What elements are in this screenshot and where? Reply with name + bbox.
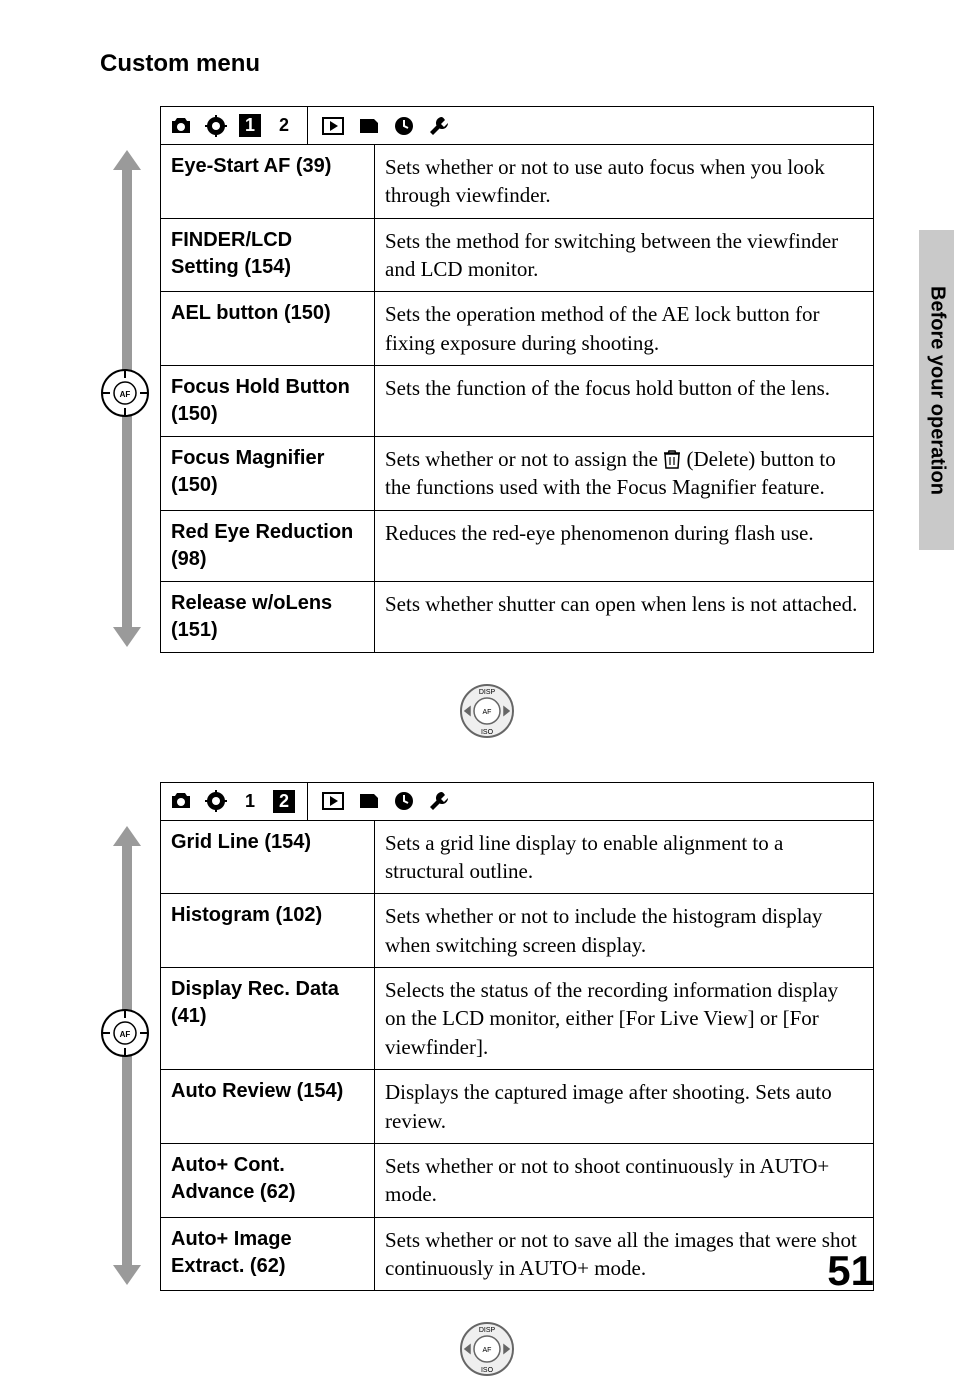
gear-icon [205, 115, 227, 137]
table-row: Display Rec. Data (41)Selects the status… [161, 968, 874, 1070]
table-row: FINDER/LCD Setting (154)Sets the method … [161, 218, 874, 292]
menu-item-description: Sets whether or not to shoot continuousl… [375, 1143, 874, 1217]
menu-item-label: Auto Review (154) [161, 1070, 375, 1144]
tab-page-1[interactable]: 1 [239, 790, 261, 813]
table-row: Focus Hold Button (150)Sets the function… [161, 366, 874, 437]
wrench-icon [428, 790, 450, 812]
play-icon [322, 117, 344, 135]
menu-tab-bar-2: 1 2 [160, 782, 874, 820]
menu-item-description: Sets whether shutter can open when lens … [375, 581, 874, 652]
table-row: Focus Magnifier (150)Sets whether or not… [161, 437, 874, 511]
memory-card-icon [358, 792, 380, 810]
arrow-down-icon [113, 627, 141, 647]
clock-icon [394, 116, 414, 136]
table-row: Eye-Start AF (39)Sets whether or not to … [161, 145, 874, 219]
table-row: Auto Review (154)Displays the captured i… [161, 1070, 874, 1144]
custom-menu-page-1: 1 2 AF [100, 106, 874, 653]
menu-item-label: Release w/oLens (151) [161, 581, 375, 652]
menu-item-description: Selects the status of the recording info… [375, 968, 874, 1070]
menu-item-description: Sets the function of the focus hold butt… [375, 366, 874, 437]
arrow-up-icon [113, 826, 141, 846]
menu-item-label: Focus Magnifier (150) [161, 437, 375, 511]
clock-icon [394, 791, 414, 811]
menu-item-description: Reduces the red-eye phenomenon during fl… [375, 510, 874, 581]
tab-page-2[interactable]: 2 [273, 114, 295, 137]
table-row: Auto+ Image Extract. (62)Sets whether or… [161, 1217, 874, 1291]
center-dial-icon: AF DISP ISO [100, 1321, 874, 1382]
table-row: Grid Line (154)Sets a grid line display … [161, 820, 874, 894]
control-dial-icon: AF [100, 368, 150, 418]
menu-item-description: Sets whether or not to include the histo… [375, 894, 874, 968]
menu-item-description: Sets the method for switching between th… [375, 218, 874, 292]
camera-icon [169, 791, 193, 811]
scroll-arrow-column: AF [100, 820, 160, 1291]
svg-text:DISP: DISP [479, 1327, 496, 1334]
menu-item-label: AEL button (150) [161, 292, 375, 366]
camera-icon [169, 116, 193, 136]
side-tab-label: Before your operation [926, 286, 949, 495]
svg-text:ISO: ISO [481, 1367, 494, 1374]
svg-text:AF: AF [120, 1030, 131, 1039]
custom-menu-page-2: 1 2 AF [100, 782, 874, 1291]
svg-text:AF: AF [483, 1347, 492, 1354]
menu-item-label: FINDER/LCD Setting (154) [161, 218, 375, 292]
menu-item-description: Sets whether or not to assign the (Delet… [375, 437, 874, 511]
svg-text:AF: AF [120, 390, 131, 399]
memory-card-icon [358, 117, 380, 135]
menu-item-description: Sets whether or not to use auto focus wh… [375, 145, 874, 219]
table-row: Release w/oLens (151)Sets whether shutte… [161, 581, 874, 652]
menu-item-label: Eye-Start AF (39) [161, 145, 375, 219]
play-icon [322, 792, 344, 810]
arrow-down-icon [113, 1265, 141, 1285]
menu-tab-bar-1: 1 2 [160, 106, 874, 144]
side-tab: Before your operation [919, 230, 954, 550]
menu-item-label: Grid Line (154) [161, 820, 375, 894]
menu-item-description: Sets whether or not to save all the imag… [375, 1217, 874, 1291]
trash-icon [663, 447, 681, 471]
menu-item-label: Focus Hold Button (150) [161, 366, 375, 437]
table-row: Histogram (102)Sets whether or not to in… [161, 894, 874, 968]
custom-menu-table-1: Eye-Start AF (39)Sets whether or not to … [160, 144, 874, 653]
arrow-up-icon [113, 150, 141, 170]
page-number: 51 [827, 1247, 874, 1295]
menu-item-label: Display Rec. Data (41) [161, 968, 375, 1070]
menu-item-label: Histogram (102) [161, 894, 375, 968]
section-title: Custom menu [100, 50, 874, 78]
menu-item-description: Displays the captured image after shooti… [375, 1070, 874, 1144]
tab-page-2[interactable]: 2 [273, 790, 295, 813]
center-dial-icon: AF DISP ISO [100, 683, 874, 744]
menu-item-description: Sets a grid line display to enable align… [375, 820, 874, 894]
table-row: AEL button (150)Sets the operation metho… [161, 292, 874, 366]
svg-text:ISO: ISO [481, 729, 494, 736]
svg-text:DISP: DISP [479, 689, 496, 696]
menu-item-label: Auto+ Cont. Advance (62) [161, 1143, 375, 1217]
menu-item-label: Auto+ Image Extract. (62) [161, 1217, 375, 1291]
gear-icon [205, 790, 227, 812]
table-row: Red Eye Reduction (98)Reduces the red-ey… [161, 510, 874, 581]
menu-item-label: Red Eye Reduction (98) [161, 510, 375, 581]
control-dial-icon: AF [100, 1008, 150, 1058]
table-row: Auto+ Cont. Advance (62)Sets whether or … [161, 1143, 874, 1217]
tab-page-1[interactable]: 1 [239, 114, 261, 137]
svg-text:AF: AF [483, 709, 492, 716]
wrench-icon [428, 115, 450, 137]
scroll-arrow-column: AF [100, 144, 160, 653]
custom-menu-table-2: Grid Line (154)Sets a grid line display … [160, 820, 874, 1291]
menu-item-description: Sets the operation method of the AE lock… [375, 292, 874, 366]
